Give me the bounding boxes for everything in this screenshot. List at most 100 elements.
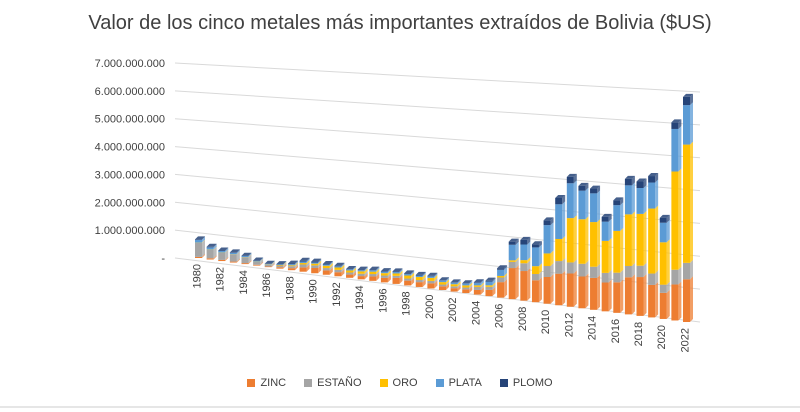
bar-segment-oro: [369, 271, 377, 275]
bar-segment-zinc: [497, 282, 505, 298]
bar-segment-side: [434, 277, 438, 284]
bar-segment-side: [585, 187, 589, 220]
bar-segment-plomo: [566, 176, 574, 184]
bar-segment-plomo: [427, 275, 435, 277]
bar-segment-zinc: [369, 276, 377, 281]
bar-segment-plata: [659, 222, 667, 243]
bar-segment-side: [364, 268, 368, 274]
bar-segment-side: [399, 270, 403, 276]
bar-top-cap: [415, 271, 426, 275]
bar-segment-side: [387, 272, 391, 278]
bars: [195, 93, 693, 322]
bar-segment-plata: [380, 271, 388, 274]
bar-segment-plata: [404, 274, 412, 276]
bar-segment-plomo: [578, 185, 586, 191]
bar-segment-side: [573, 173, 577, 184]
bar-segment-side: [341, 264, 345, 270]
bar-segment-side: [492, 278, 496, 286]
bar-segment-oro: [578, 219, 586, 264]
bar-segment-plata: [671, 128, 679, 172]
bar-segment-plomo: [334, 265, 342, 267]
legend-swatch: [379, 379, 388, 387]
legend-label: ORO: [392, 377, 418, 389]
bar-segment-side: [294, 265, 298, 271]
bar-segment-side: [585, 182, 589, 191]
bar-segment-estaño: [287, 266, 295, 269]
bar-segment-plomo: [613, 200, 621, 206]
bar-segment-zinc: [531, 280, 539, 303]
bar-segment-estaño: [555, 261, 563, 274]
bar-segment-side: [364, 273, 368, 280]
x-tick-label: 2004: [470, 301, 482, 325]
bar-segment-plomo: [322, 263, 330, 265]
bar-top-cap: [636, 178, 647, 182]
bar-segment-plomo: [311, 261, 319, 263]
bar-segment-side: [353, 265, 357, 270]
bar-segment-side: [294, 263, 298, 269]
bar-segment-estaño: [334, 269, 342, 273]
bar-segment-side: [399, 274, 403, 284]
bar-segment-side: [271, 260, 275, 265]
bar-segment-side: [213, 255, 217, 260]
bar-segment-side: [260, 257, 264, 262]
bar-segment-estaño: [636, 265, 644, 278]
bar-segment-estaño: [264, 264, 272, 267]
bar-segment-oro: [334, 267, 342, 270]
bar-segment-side: [341, 262, 345, 267]
bar-segment-plata: [439, 280, 446, 283]
legend-item-estaño: ESTAÑO: [304, 377, 362, 389]
bar-top-cap: [566, 173, 577, 177]
bar-segment-side: [631, 262, 635, 278]
bar-top-cap: [683, 93, 693, 97]
bar-segment-plata: [287, 264, 295, 266]
bar-top-cap: [195, 236, 205, 240]
bar-segment-side: [364, 270, 368, 277]
bar-segment-zinc: [276, 267, 284, 269]
bar-segment-side: [434, 272, 438, 277]
bar-segment-side: [678, 266, 682, 285]
bar-segment-side: [376, 266, 380, 271]
bar-top-cap: [462, 280, 473, 284]
bar-segment-oro: [322, 265, 330, 269]
bar-segment-estaño: [206, 249, 214, 259]
bar-segment-side: [236, 251, 240, 255]
x-tick-label: 2022: [680, 328, 692, 352]
bar-segment-zinc: [346, 274, 354, 278]
bar-segment-estaño: [613, 272, 621, 283]
bar-segment-plata: [497, 269, 505, 276]
x-tick-label: 2000: [424, 294, 436, 318]
legend-label: PLOMO: [512, 377, 553, 389]
bar-segment-side: [236, 249, 240, 255]
bar-segment-side: [573, 215, 577, 263]
bar-segment-plata: [218, 250, 226, 253]
bar-segment-side: [329, 267, 333, 275]
bar-segment-side: [538, 277, 542, 303]
bar-segment-side: [422, 277, 426, 283]
bar-segment-oro: [473, 285, 481, 287]
bar-segment-side: [527, 260, 531, 272]
bar-segment-side: [655, 281, 659, 318]
bar-top-cap: [276, 261, 287, 265]
bar-segment-side: [353, 271, 357, 278]
bar-segment-side: [457, 283, 461, 289]
bar-segment-side: [411, 271, 415, 276]
bar-segment-side: [562, 201, 566, 239]
bar-segment-side: [283, 262, 287, 268]
y-axis-ticks: - 1.000.000.000 2.000.000.000 3.000.000.000…: [95, 58, 166, 265]
bar-segment-plata: [334, 266, 342, 268]
bar-segment-side: [387, 270, 391, 276]
bar-segment-oro: [624, 214, 632, 266]
bar-segment-side: [364, 266, 368, 271]
bar-segment-zinc: [555, 273, 563, 306]
bar-segment-zinc: [334, 272, 342, 277]
bar-segment-zinc: [508, 268, 516, 300]
bar-segment-plomo: [392, 271, 400, 272]
bar-segment-side: [597, 263, 601, 278]
gridline: [174, 146, 701, 192]
bar-segment-side: [562, 270, 566, 306]
bar-top-cap: [241, 252, 252, 256]
bar-segment-oro: [508, 260, 516, 262]
bar-segment-side: [666, 289, 670, 319]
bar-top-cap: [648, 173, 659, 177]
bar-top-cap: [357, 266, 368, 270]
